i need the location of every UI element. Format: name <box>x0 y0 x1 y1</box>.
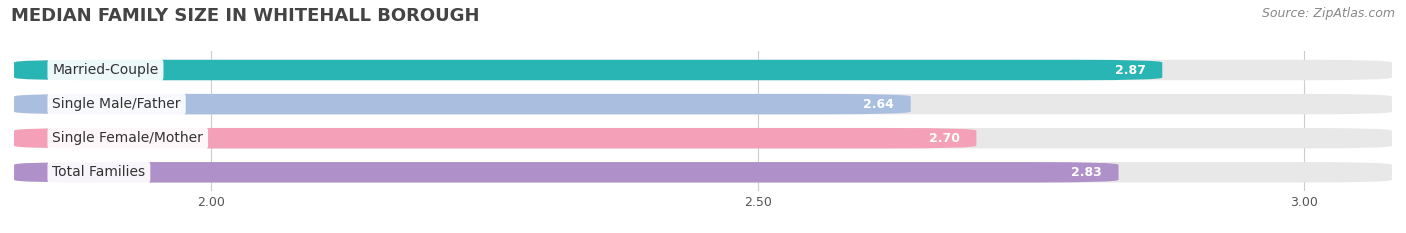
Text: Source: ZipAtlas.com: Source: ZipAtlas.com <box>1261 7 1395 20</box>
FancyBboxPatch shape <box>14 128 976 148</box>
FancyBboxPatch shape <box>14 60 1392 80</box>
FancyBboxPatch shape <box>14 94 1392 114</box>
Text: Single Male/Father: Single Male/Father <box>52 97 181 111</box>
Text: 2.64: 2.64 <box>863 98 894 111</box>
Text: MEDIAN FAMILY SIZE IN WHITEHALL BOROUGH: MEDIAN FAMILY SIZE IN WHITEHALL BOROUGH <box>11 7 479 25</box>
FancyBboxPatch shape <box>14 162 1392 182</box>
Text: Married-Couple: Married-Couple <box>52 63 159 77</box>
Text: 2.70: 2.70 <box>929 132 960 145</box>
FancyBboxPatch shape <box>14 162 1119 182</box>
Text: Single Female/Mother: Single Female/Mother <box>52 131 204 145</box>
FancyBboxPatch shape <box>14 128 1392 148</box>
Text: 2.83: 2.83 <box>1071 166 1102 179</box>
Text: Total Families: Total Families <box>52 165 145 179</box>
FancyBboxPatch shape <box>14 94 911 114</box>
Text: 2.87: 2.87 <box>1115 64 1146 76</box>
FancyBboxPatch shape <box>14 60 1163 80</box>
